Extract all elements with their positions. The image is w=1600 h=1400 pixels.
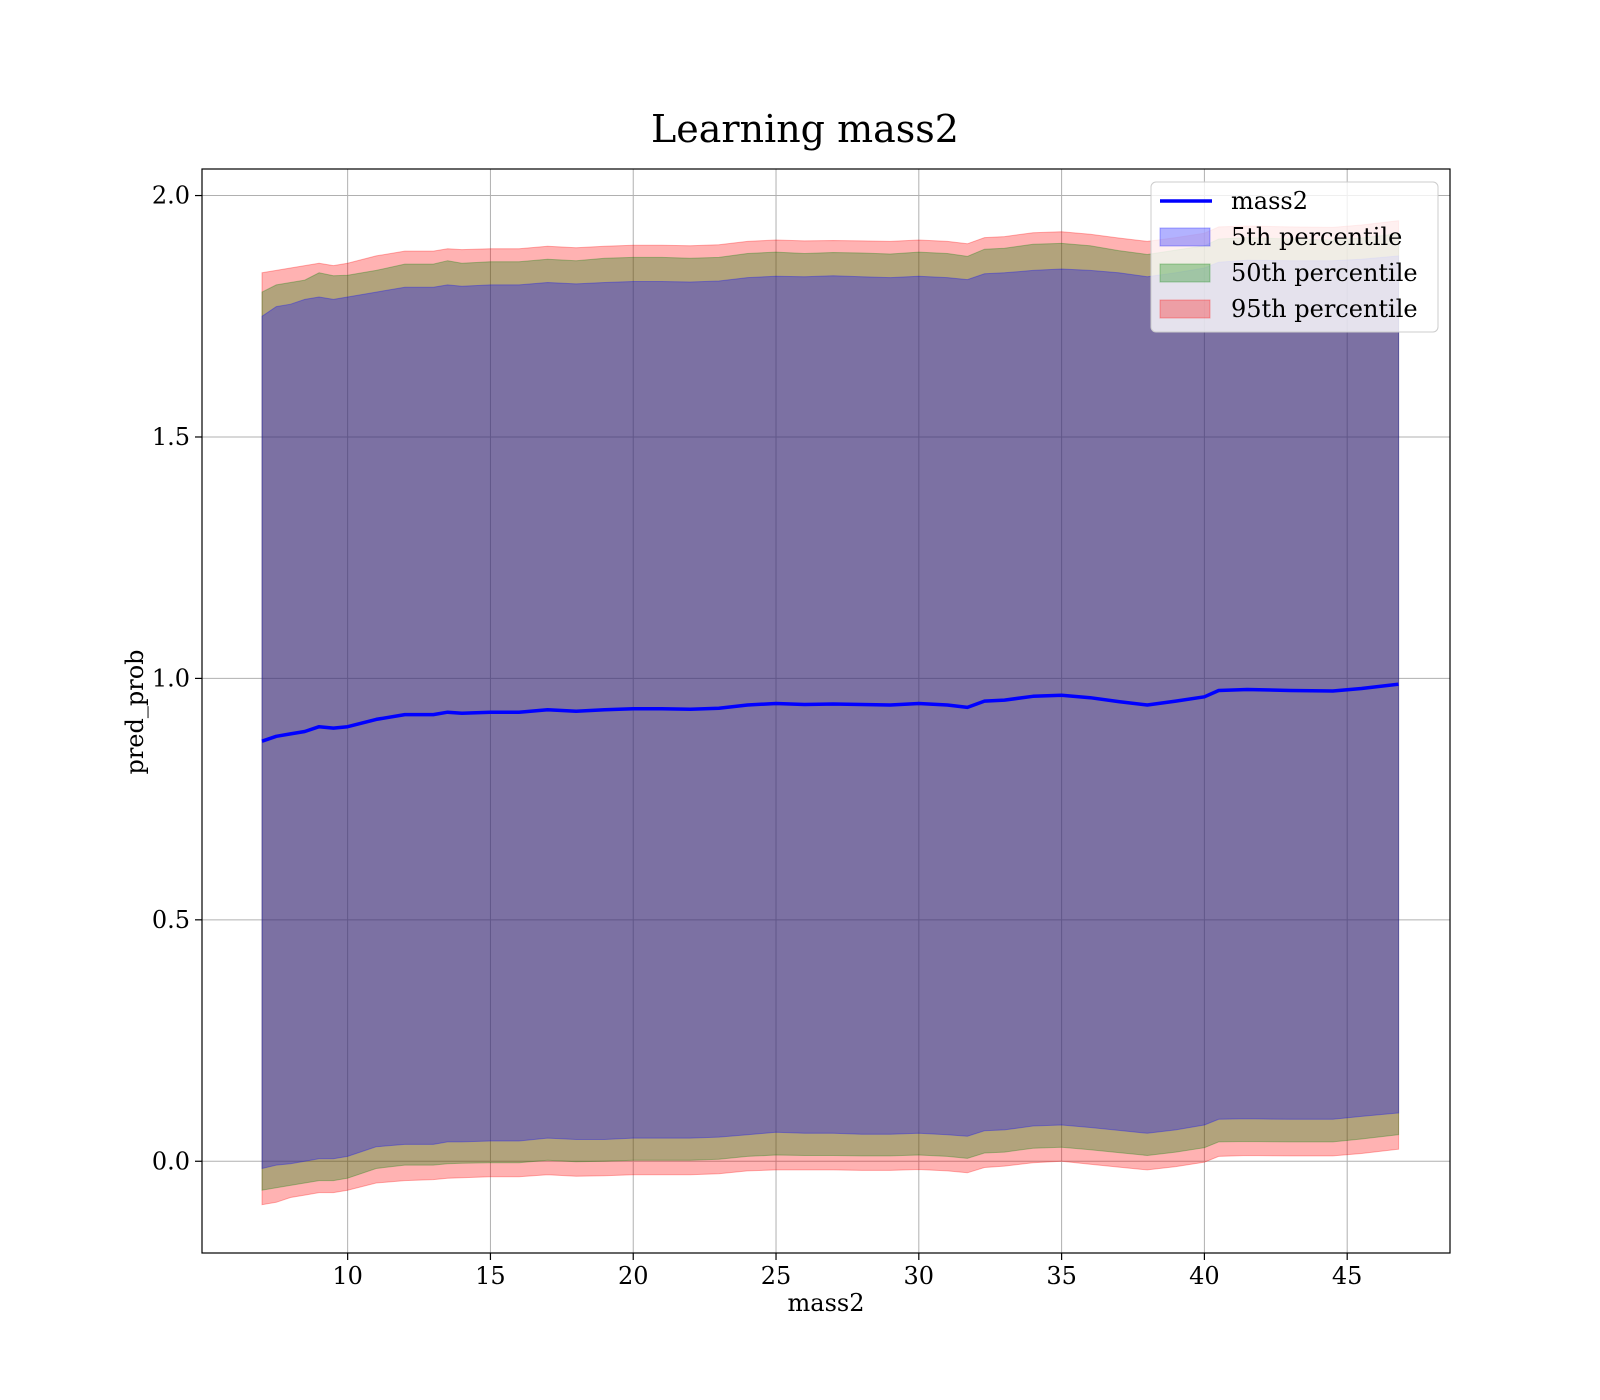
- y-axis-ticks: 0.0 0.5 1.0 1.5 2.0: [152, 182, 202, 1175]
- y-tick-label: 0.5: [152, 906, 190, 934]
- x-axis-label: mass2: [788, 1289, 865, 1317]
- legend-swatch-5th: [1159, 227, 1211, 247]
- chart-title: Learning mass2: [651, 107, 959, 151]
- y-tick-label: 1.0: [152, 664, 190, 692]
- series-lines: [261, 682, 1399, 743]
- band-95th: [261, 220, 1400, 1206]
- plot-frame: [201, 168, 1451, 1254]
- y-tick-label: 2.0: [152, 182, 190, 210]
- x-tick-label: 35: [1046, 1262, 1077, 1290]
- legend-swatch-95th: [1159, 299, 1211, 319]
- series-line-mass2: [261, 682, 1399, 743]
- legend-label-5th: 5th percentile: [1231, 223, 1402, 251]
- legend-label-mass2: mass2: [1231, 187, 1308, 215]
- band-5th: [261, 255, 1400, 1170]
- legend-swatch-50th: [1159, 263, 1211, 283]
- x-tick-label: 15: [475, 1262, 506, 1290]
- band-50th: [261, 233, 1400, 1191]
- percentile-bands: [261, 220, 1400, 1206]
- y-tick-label: 1.5: [152, 423, 190, 451]
- y-axis-label: pred_prob: [121, 649, 149, 774]
- plot-area: [202, 169, 1450, 1253]
- legend-label-95th: 95th percentile: [1231, 295, 1418, 323]
- x-tick-label: 45: [1332, 1262, 1363, 1290]
- x-tick-label: 40: [1189, 1262, 1220, 1290]
- legend-label-50th: 50th percentile: [1231, 259, 1418, 287]
- x-tick-label: 20: [618, 1262, 649, 1290]
- legend: mass2 5th percentile 50th percentile 95t…: [1150, 181, 1439, 333]
- x-tick-label: 10: [332, 1262, 363, 1290]
- x-tick-label: 30: [904, 1262, 935, 1290]
- x-tick-label: 25: [761, 1262, 792, 1290]
- y-tick-label: 0.0: [152, 1147, 190, 1175]
- x-axis-ticks: 10 15 20 25 30 35 40 45: [332, 1253, 1362, 1290]
- legend-frame: [1150, 181, 1439, 333]
